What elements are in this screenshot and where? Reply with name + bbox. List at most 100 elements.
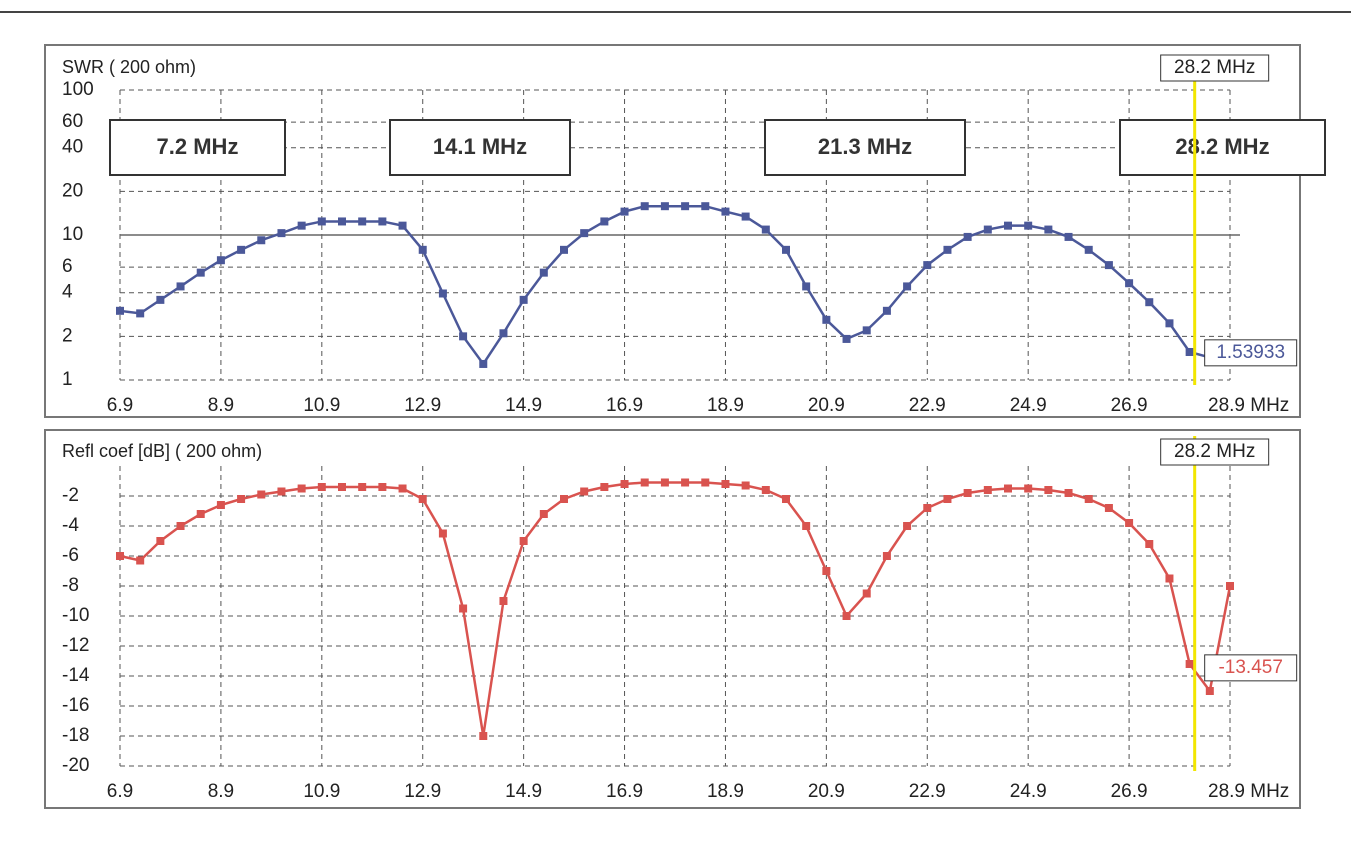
band-label: 28.2 MHz bbox=[1119, 119, 1326, 176]
data-point bbox=[660, 202, 669, 211]
y-tick-label: 100 bbox=[62, 79, 94, 100]
data-point bbox=[923, 261, 932, 270]
x-tick-label: 16.9 bbox=[606, 781, 643, 802]
x-tick-label: 20.9 bbox=[808, 395, 845, 416]
data-point bbox=[398, 484, 407, 493]
data-point bbox=[943, 245, 952, 254]
x-tick-label: 14.9 bbox=[505, 781, 542, 802]
data-point bbox=[1084, 495, 1093, 503]
data-point bbox=[721, 207, 730, 216]
data-point bbox=[1044, 486, 1053, 494]
x-tick-label: 6.9 bbox=[107, 781, 133, 802]
x-tick-label: 22.9 bbox=[909, 781, 946, 802]
data-point bbox=[822, 567, 831, 575]
x-tick-label: 8.9 bbox=[208, 781, 234, 802]
data-point bbox=[620, 207, 629, 216]
data-point bbox=[438, 289, 447, 298]
data-point bbox=[277, 229, 286, 238]
data-point bbox=[459, 604, 468, 613]
marker-label-box bbox=[1160, 438, 1270, 466]
data-point bbox=[499, 329, 508, 338]
data-point bbox=[1064, 232, 1073, 241]
data-point bbox=[519, 537, 528, 545]
data-point bbox=[176, 522, 185, 530]
y-tick-label: 4 bbox=[62, 282, 73, 303]
data-point bbox=[1004, 484, 1012, 493]
data-point bbox=[802, 522, 811, 530]
data-point bbox=[1165, 319, 1174, 328]
y-tick-label: -6 bbox=[62, 545, 79, 566]
y-tick-label: -8 bbox=[62, 575, 79, 596]
y-tick-label: -10 bbox=[62, 605, 89, 626]
x-tick-label: 12.9 bbox=[404, 781, 441, 802]
panel-frame bbox=[44, 44, 1301, 418]
y-tick-label: -16 bbox=[62, 695, 89, 716]
y-tick-label: 1 bbox=[62, 369, 73, 390]
y-tick-label: -2 bbox=[62, 485, 79, 506]
x-tick-label: 20.9 bbox=[808, 781, 845, 802]
data-point bbox=[761, 225, 770, 234]
x-tick-label: 24.9 bbox=[1010, 395, 1047, 416]
marker-label-box bbox=[1160, 54, 1270, 82]
data-point bbox=[701, 202, 710, 211]
data-point bbox=[1185, 347, 1194, 356]
data-point bbox=[156, 537, 165, 545]
band-box bbox=[764, 119, 966, 176]
data-point bbox=[216, 256, 225, 265]
data-point bbox=[519, 295, 528, 304]
data-point bbox=[136, 309, 145, 318]
data-point bbox=[1104, 504, 1113, 512]
data-point bbox=[983, 225, 992, 234]
band-text: 14.1 MHz bbox=[433, 134, 527, 159]
y-tick-label: 40 bbox=[62, 137, 83, 158]
data-point bbox=[358, 217, 367, 226]
data-point bbox=[862, 589, 871, 598]
data-point bbox=[822, 315, 831, 324]
band-text: 28.2 MHz bbox=[1175, 134, 1269, 159]
data-point bbox=[1024, 221, 1033, 230]
y-tick-label: -20 bbox=[62, 755, 89, 776]
data-point bbox=[560, 245, 568, 254]
x-tick-label: 8.9 bbox=[208, 395, 234, 416]
data-point bbox=[237, 495, 246, 503]
data-point bbox=[418, 245, 427, 254]
data-point bbox=[1125, 279, 1134, 288]
x-tick-label: 28.9 MHz bbox=[1208, 395, 1289, 416]
data-point bbox=[176, 282, 185, 291]
x-tick-label: 18.9 bbox=[707, 395, 744, 416]
x-tick-label: 18.9 bbox=[707, 781, 744, 802]
data-point bbox=[116, 552, 124, 560]
y-tick-label: -12 bbox=[62, 635, 89, 656]
y-tick-label: 10 bbox=[62, 224, 83, 245]
band-box bbox=[1119, 119, 1326, 176]
data-point bbox=[963, 232, 972, 241]
data-point bbox=[842, 612, 851, 620]
data-point bbox=[681, 478, 690, 487]
data-point bbox=[1145, 298, 1154, 307]
data-line bbox=[119, 481, 1232, 737]
band-label: 14.1 MHz bbox=[389, 119, 571, 176]
data-point bbox=[196, 268, 205, 277]
x-tick-label: 28.9 MHz bbox=[1208, 781, 1289, 802]
marker-value-box bbox=[1204, 654, 1298, 682]
data-point bbox=[297, 484, 306, 493]
data-point bbox=[338, 217, 346, 226]
data-point bbox=[216, 501, 225, 509]
data-point bbox=[378, 217, 387, 226]
y-tick-label: 6 bbox=[62, 256, 73, 277]
marker-value-box bbox=[1204, 339, 1298, 367]
data-point bbox=[620, 480, 629, 488]
data-point bbox=[338, 483, 346, 491]
data-point bbox=[923, 504, 932, 512]
y-tick-label: 20 bbox=[62, 180, 83, 201]
data-point bbox=[136, 556, 145, 565]
data-point bbox=[398, 221, 407, 230]
data-point bbox=[1205, 687, 1214, 695]
data-point bbox=[761, 486, 770, 494]
data-point bbox=[862, 326, 871, 335]
marker-value: -13.457 bbox=[1218, 657, 1282, 678]
data-point bbox=[418, 495, 427, 503]
y-tick-label: 2 bbox=[62, 325, 73, 346]
